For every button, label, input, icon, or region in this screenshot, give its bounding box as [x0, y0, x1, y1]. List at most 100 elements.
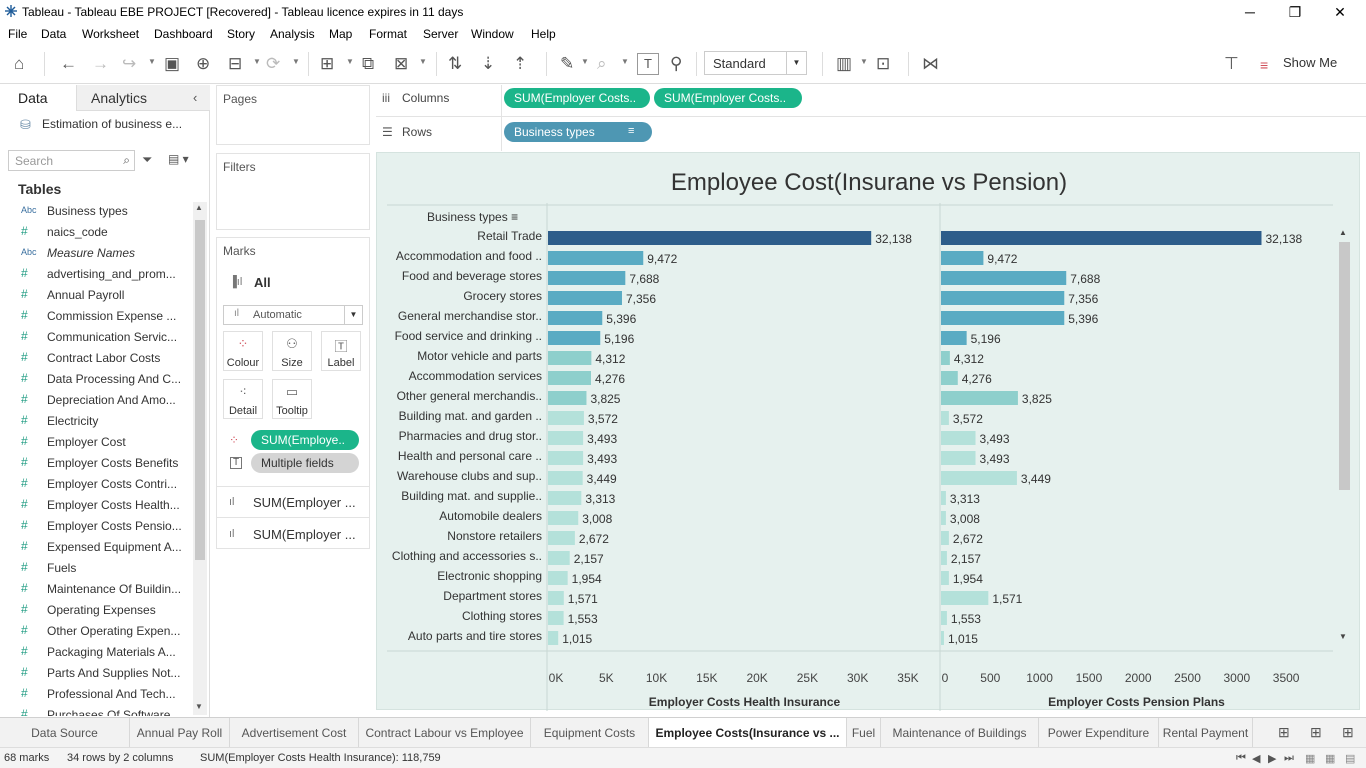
field-item[interactable]: # Operating Expenses: [0, 600, 192, 621]
category-label[interactable]: Auto parts and tire stores: [408, 629, 542, 643]
field-item[interactable]: # Electricity: [0, 411, 192, 432]
new-dashboard-tab-icon[interactable]: ⊞: [1310, 724, 1322, 740]
tab-data[interactable]: Data: [0, 85, 76, 111]
menu-file[interactable]: File: [8, 27, 28, 41]
bar[interactable]: [548, 411, 584, 425]
tabs-icon[interactable]: ▤: [1345, 753, 1356, 765]
view-options-icon[interactable]: ▤ ▾: [168, 152, 189, 166]
highlight-icon[interactable]: ✎: [560, 54, 575, 73]
category-label[interactable]: Automobile dealers: [439, 509, 542, 523]
bar[interactable]: [941, 411, 949, 425]
field-item[interactable]: # Parts And Supplies Not...: [0, 663, 192, 684]
bar[interactable]: [941, 311, 1065, 325]
field-item[interactable]: # Annual Payroll: [0, 285, 192, 306]
field-item[interactable]: Abc Business types: [0, 201, 192, 222]
field-item[interactable]: # Employer Costs Pensio...: [0, 516, 192, 537]
new-worksheet-dropdown-icon[interactable]: ▼: [346, 57, 354, 66]
sheet-tab[interactable]: Power Expenditure: [1039, 718, 1159, 748]
bar[interactable]: [941, 331, 967, 345]
undo-icon[interactable]: ←: [60, 54, 77, 73]
new-story-tab-icon[interactable]: ⊞: [1342, 724, 1354, 740]
menu-data[interactable]: Data: [41, 27, 67, 41]
replay-icon[interactable]: ↪: [122, 54, 137, 73]
category-label[interactable]: Warehouse clubs and sup..: [397, 469, 542, 483]
row-header[interactable]: Business types ≡: [427, 210, 518, 224]
field-list-scrollbar[interactable]: ▲ ▼: [193, 202, 207, 715]
sheet-tab[interactable]: Fuel: [847, 718, 881, 748]
field-item[interactable]: # Purchases Of Software...: [0, 705, 192, 716]
category-label[interactable]: Other general merchandis..: [397, 389, 542, 403]
duplicate-icon[interactable]: ⧉: [362, 54, 375, 73]
bar[interactable]: [548, 331, 601, 345]
category-label[interactable]: Health and personal care ..: [398, 449, 542, 463]
marks-measure-2[interactable]: SUM(Employer ...: [253, 527, 356, 542]
bar[interactable]: [548, 491, 582, 505]
sheet-tab[interactable]: Maintenance of Buildings: [881, 718, 1039, 748]
category-label[interactable]: Building mat. and supplie..: [401, 489, 542, 503]
field-item[interactable]: # Communication Servic...: [0, 327, 192, 348]
category-label[interactable]: Department stores: [443, 589, 542, 603]
bar[interactable]: [548, 611, 564, 625]
marks-all-label[interactable]: All: [254, 275, 271, 290]
category-label[interactable]: General merchandise stor..: [398, 309, 542, 323]
field-item[interactable]: # Packaging Materials A...: [0, 642, 192, 663]
filters-card[interactable]: Filters: [216, 153, 370, 230]
bar[interactable]: [941, 591, 989, 605]
field-item[interactable]: # Employer Costs Health...: [0, 495, 192, 516]
bar[interactable]: [548, 471, 583, 485]
close-button[interactable]: ✕: [1334, 4, 1346, 20]
pause-updates-icon[interactable]: ⊟: [228, 54, 243, 73]
category-label[interactable]: Clothing stores: [462, 609, 542, 623]
last-sheet-icon[interactable]: ⏭: [1284, 752, 1294, 764]
tab-analytics[interactable]: Analytics: [76, 85, 210, 111]
sheet-tab[interactable]: Rental Payment: [1159, 718, 1253, 748]
category-label[interactable]: Motor vehicle and parts: [417, 349, 542, 363]
bar[interactable]: [548, 371, 592, 385]
collapse-pane-icon[interactable]: ‹: [193, 90, 198, 105]
sort-descending-icon[interactable]: ⇡: [513, 54, 528, 73]
restore-button[interactable]: ❐: [1288, 4, 1302, 20]
show-cards-dropdown-icon[interactable]: ▼: [860, 57, 868, 66]
bar[interactable]: [941, 451, 976, 465]
label-button[interactable]: 🅃 Label: [321, 331, 361, 371]
bar[interactable]: [548, 551, 570, 565]
menu-server[interactable]: Server: [423, 27, 459, 41]
colour-button[interactable]: ⁘ Colour: [223, 331, 263, 371]
bar[interactable]: [941, 291, 1065, 305]
bar[interactable]: [941, 511, 946, 525]
tooltip-button[interactable]: ▭ Tooltip: [272, 379, 312, 419]
replay-dropdown-icon[interactable]: ▼: [148, 57, 156, 66]
category-label[interactable]: Pharmacies and drug stor..: [399, 429, 542, 443]
refresh-icon[interactable]: ⟳: [266, 54, 281, 73]
field-item[interactable]: # Contract Labor Costs: [0, 348, 192, 369]
clear-dropdown-icon[interactable]: ▼: [419, 57, 427, 66]
category-label[interactable]: Clothing and accessories s..: [392, 549, 542, 563]
redo-icon[interactable]: →: [92, 54, 109, 73]
mark-type-dropdown[interactable]: ıl Automatic ▼: [223, 305, 363, 325]
bar[interactable]: [941, 391, 1018, 405]
field-item[interactable]: # Maintenance Of Buildin...: [0, 579, 192, 600]
search-field[interactable]: Search ⌕: [8, 150, 135, 171]
bar[interactable]: [941, 571, 949, 585]
category-label[interactable]: Building mat. and garden ..: [399, 409, 542, 423]
next-sheet-icon[interactable]: ▶: [1268, 753, 1277, 765]
bar[interactable]: [548, 351, 592, 365]
bar[interactable]: [941, 271, 1067, 285]
category-label[interactable]: Nonstore retailers: [447, 529, 542, 543]
bar[interactable]: [548, 511, 579, 525]
bar[interactable]: [941, 631, 944, 645]
bar[interactable]: [941, 251, 984, 265]
bar[interactable]: [941, 531, 949, 545]
bar[interactable]: [548, 291, 622, 305]
group-dropdown-icon[interactable]: ▼: [621, 57, 629, 66]
field-item[interactable]: # Commission Expense ...: [0, 306, 192, 327]
minimize-button[interactable]: ─: [1245, 4, 1255, 20]
menu-window[interactable]: Window: [471, 27, 514, 41]
menu-story[interactable]: Story: [227, 27, 256, 41]
field-item[interactable]: # Fuels: [0, 558, 192, 579]
menu-help[interactable]: Help: [531, 27, 556, 41]
format-painter-icon[interactable]: ⊤: [1224, 54, 1239, 73]
columns-pill-2[interactable]: SUM(Employer Costs..: [654, 88, 802, 108]
bar[interactable]: [548, 231, 872, 245]
bar[interactable]: [548, 391, 587, 405]
